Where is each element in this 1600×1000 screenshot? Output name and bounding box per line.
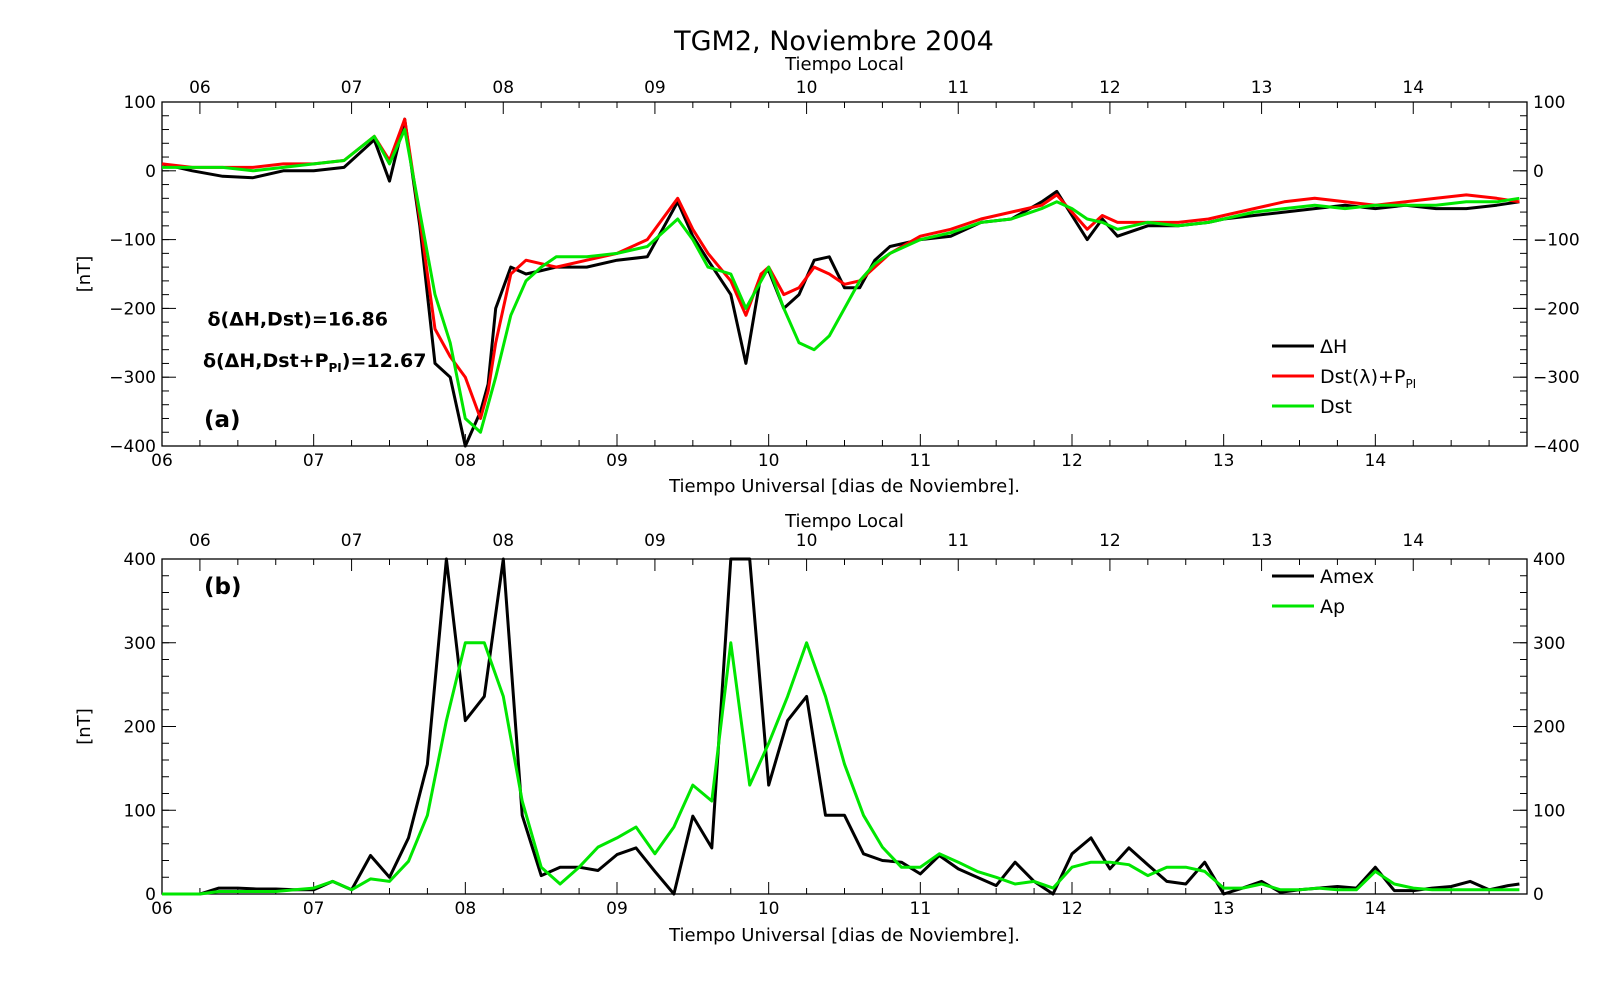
legend-label: Ap (1320, 596, 1345, 618)
right-y-tick-label: 300 (1533, 634, 1565, 654)
x-tick-label: 06 (151, 451, 173, 471)
x-tick-label: 12 (1061, 451, 1083, 471)
legend-label: ΔH (1320, 336, 1347, 358)
y-tick-label: 400 (124, 550, 156, 570)
top-x-tick-label: 06 (189, 78, 211, 98)
x-tick-label: 06 (151, 899, 173, 919)
y-tick-label: 0 (145, 162, 156, 182)
panel-label: (b) (204, 574, 242, 600)
right-y-tick-label: 0 (1533, 162, 1544, 182)
right-y-tick-label: −400 (1533, 437, 1580, 457)
top-x-tick-label: 08 (492, 78, 514, 98)
figure-title: TGM2, Noviembre 2004 (673, 26, 994, 57)
right-y-tick-label: 0 (1533, 885, 1544, 905)
x-tick-label: 07 (303, 451, 325, 471)
top-x-tick-label: 07 (341, 78, 363, 98)
top-x-tick-label: 13 (1251, 531, 1273, 551)
legend-label: Amex (1320, 566, 1374, 588)
x-tick-label: 14 (1365, 451, 1387, 471)
x-tick-label: 07 (303, 899, 325, 919)
top-x-tick-label: 12 (1099, 78, 1121, 98)
top-x-tick-label: 11 (947, 531, 969, 551)
x-axis-title: Tiempo Universal [dias de Noviembre]. (668, 476, 1020, 497)
x-tick-label: 08 (455, 451, 477, 471)
panel-b-chart: 06 07 08 09 10 11 12 13 14 06 07 08 09 10 11 12 13 14 Tiem… (74, 511, 1565, 946)
x-tick-label: 11 (910, 451, 932, 471)
x-axis-title: Tiempo Universal [dias de Noviembre]. (668, 925, 1020, 946)
right-y-tick-label: −200 (1533, 299, 1580, 319)
y-axis-title: [nT] (74, 256, 95, 292)
right-y-tick-label: 400 (1533, 550, 1565, 570)
x-tick-label: 12 (1061, 899, 1083, 919)
y-tick-label: 100 (124, 93, 156, 113)
x-tick-label: 13 (1213, 899, 1235, 919)
plot-frame (161, 101, 1528, 447)
x-tick-label: 11 (910, 899, 932, 919)
y-tick-label: −400 (109, 437, 156, 457)
y-axis-title: [nT] (74, 708, 95, 744)
top-x-tick-label: 12 (1099, 531, 1121, 551)
annotation: δ(ΔH,Dst)=16.86 (208, 309, 388, 331)
top-x-tick-label: 10 (796, 531, 818, 551)
right-y-tick-label: 200 (1533, 718, 1565, 738)
panel-label: (a) (204, 407, 241, 433)
top-x-axis-title: Tiempo Local (784, 54, 904, 75)
series-line-amex (162, 557, 1520, 896)
right-y-tick-label: 100 (1533, 801, 1565, 821)
top-x-tick-label: 07 (341, 531, 363, 551)
x-tick-label: 10 (758, 451, 780, 471)
top-x-tick-label: 13 (1251, 78, 1273, 98)
legend-label: Dst (1320, 396, 1352, 418)
top-x-tick-label: 10 (796, 78, 818, 98)
x-tick-label: 10 (758, 899, 780, 919)
top-x-tick-label: 14 (1402, 531, 1424, 551)
x-tick-label: 09 (606, 899, 628, 919)
x-tick-label: 08 (455, 899, 477, 919)
right-y-tick-label: −100 (1533, 231, 1580, 251)
y-tick-label: 0 (145, 885, 156, 905)
series-line-dst (162, 128, 1520, 434)
y-tick-label: −300 (109, 368, 156, 388)
top-x-tick-label: 09 (644, 78, 666, 98)
legend-label: Dst(λ)+PPI (1320, 366, 1416, 391)
x-tick-label: 09 (606, 451, 628, 471)
x-tick-label: 13 (1213, 451, 1235, 471)
y-tick-label: −100 (109, 231, 156, 251)
top-x-tick-label: 11 (947, 78, 969, 98)
right-y-tick-label: 100 (1533, 93, 1565, 113)
annotation: δ(ΔH,Dst+PPI)=12.67 (203, 350, 427, 375)
top-x-tick-label: 08 (492, 531, 514, 551)
series-line-ap (162, 641, 1520, 896)
top-x-tick-label: 09 (644, 531, 666, 551)
top-x-tick-label: 14 (1402, 78, 1424, 98)
series-line-dst-p (161, 117, 1520, 420)
x-tick-label: 14 (1365, 899, 1387, 919)
right-y-tick-label: −300 (1533, 368, 1580, 388)
y-tick-label: 200 (124, 718, 156, 738)
top-x-axis-title: Tiempo Local (784, 511, 904, 532)
top-x-tick-label: 06 (189, 531, 211, 551)
y-tick-label: −200 (109, 299, 156, 319)
y-tick-label: 300 (124, 634, 156, 654)
panel-a-chart: 06 07 08 09 10 11 12 13 14 06 07 08 09 10 11 12 13 14 Tiem… (74, 54, 1580, 497)
y-tick-label: 100 (124, 801, 156, 821)
